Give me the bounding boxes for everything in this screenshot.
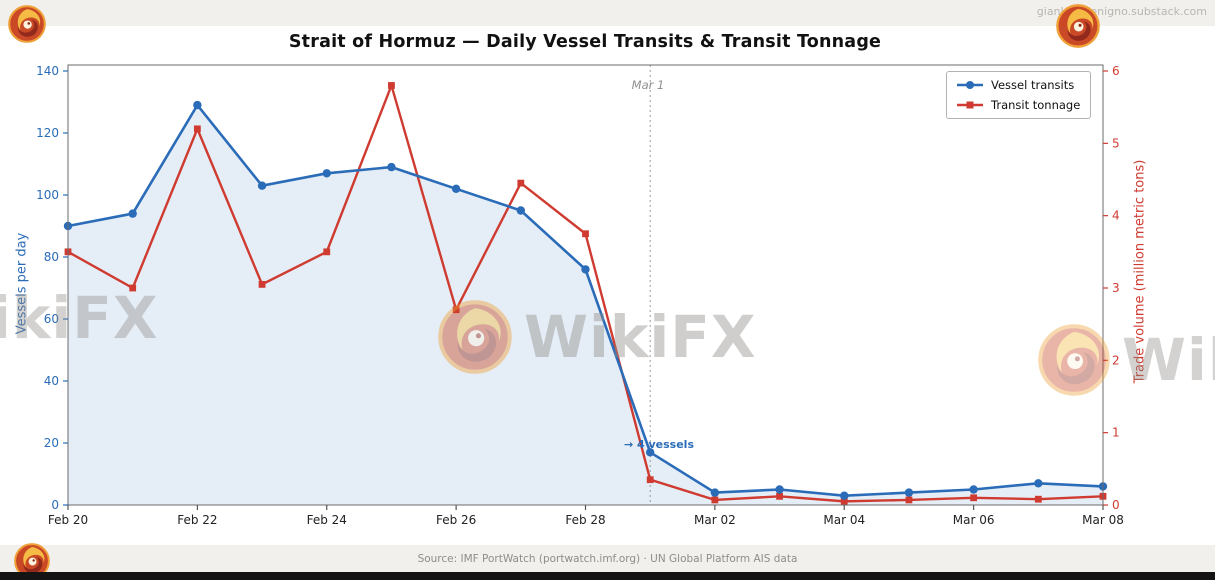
wikifx-watermark: WikiFX bbox=[0, 282, 159, 354]
legend-item-vessel-transits: Vessel transits bbox=[957, 78, 1080, 92]
transit-tonnage-marker bbox=[840, 497, 848, 505]
right-tick-label: 3 bbox=[1112, 281, 1120, 295]
x-tick-label: Mar 08 bbox=[1082, 513, 1124, 527]
transit-tonnage-marker bbox=[323, 248, 331, 256]
x-tick-label: Feb 20 bbox=[48, 513, 88, 527]
right-tick-label: 4 bbox=[1112, 209, 1120, 223]
vessel-transits-marker bbox=[516, 206, 526, 215]
left-tick-label: 120 bbox=[36, 126, 59, 140]
vessel-transits-marker bbox=[1034, 479, 1043, 488]
right-tick-label: 2 bbox=[1112, 353, 1120, 367]
transit-tonnage-marker bbox=[711, 496, 719, 504]
vessel-transits-marker bbox=[581, 265, 590, 274]
x-tick-label: Feb 22 bbox=[177, 513, 217, 527]
left-tick-label: 0 bbox=[51, 498, 59, 512]
transit-tonnage-marker bbox=[452, 306, 460, 314]
mar1-vline-label: Mar 1 bbox=[631, 78, 665, 92]
four-vessels-annotation: → 4 vessels bbox=[623, 438, 695, 451]
left-tick-label: 20 bbox=[44, 436, 59, 450]
wikifx-watermark-text: WikiFX bbox=[0, 284, 159, 352]
transit-tonnage-marker bbox=[1034, 495, 1042, 503]
left-tick-label: 60 bbox=[44, 312, 59, 326]
transit-tonnage-marker bbox=[193, 125, 201, 133]
top-margin-strip bbox=[0, 0, 1215, 26]
wikifx-logo-icon bbox=[1056, 4, 1100, 52]
vessel-transits-marker bbox=[128, 209, 137, 218]
right-tick-label: 0 bbox=[1112, 498, 1120, 512]
wikifx-logo-icon bbox=[1038, 324, 1110, 396]
vessel-transits-marker bbox=[710, 488, 720, 497]
right-tick-label: 1 bbox=[1112, 426, 1120, 440]
x-tick-label: Mar 02 bbox=[694, 513, 736, 527]
bottom-margin-strip bbox=[0, 545, 1215, 573]
vessel-transits-marker bbox=[969, 485, 978, 494]
wikifx-watermark: WikiFX bbox=[438, 300, 757, 374]
vessel-transits-marker bbox=[451, 184, 461, 193]
left-tick-label: 100 bbox=[36, 188, 59, 202]
x-tick-label: Feb 28 bbox=[565, 513, 605, 527]
line-circle-marker-icon bbox=[957, 81, 983, 89]
wikifx-logo-icon bbox=[8, 5, 46, 47]
right-tick-label: 6 bbox=[1112, 64, 1120, 78]
x-tick-label: Feb 24 bbox=[307, 513, 347, 527]
transit-tonnage-marker bbox=[129, 284, 137, 292]
chart-title: Strait of Hormuz — Daily Vessel Transits… bbox=[288, 32, 882, 52]
vessel-transits-marker bbox=[322, 169, 331, 178]
left-tick-label: 40 bbox=[44, 374, 59, 388]
transit-tonnage-marker bbox=[970, 494, 978, 502]
line-square-marker-icon bbox=[957, 101, 983, 109]
vessel-transits-marker bbox=[904, 488, 914, 497]
x-tick-label: Feb 26 bbox=[436, 513, 476, 527]
source-attribution: Source: IMF PortWatch (portwatch.imf.org… bbox=[417, 553, 798, 565]
left-tick-label: 80 bbox=[44, 250, 59, 264]
bottom-black-bar bbox=[0, 572, 1215, 580]
wikifx-watermark-text: WikiFX bbox=[1122, 326, 1215, 394]
transit-tonnage-marker bbox=[388, 82, 395, 89]
x-tick-label: Mar 04 bbox=[823, 513, 865, 527]
wikifx-logo-icon bbox=[438, 300, 512, 374]
vessel-transits-marker bbox=[775, 485, 784, 494]
left-tick-label: 140 bbox=[36, 64, 59, 78]
vessel-transits-marker bbox=[257, 181, 267, 190]
legend: Vessel transits Transit tonnage bbox=[946, 71, 1092, 119]
wikifx-watermark: WikiFX bbox=[1038, 324, 1215, 396]
vessel-transits-marker bbox=[645, 448, 655, 457]
vessel-transits-marker bbox=[193, 100, 202, 110]
transit-tonnage-marker bbox=[582, 230, 589, 238]
transit-tonnage-marker bbox=[905, 496, 913, 504]
legend-item-transit-tonnage: Transit tonnage bbox=[957, 98, 1080, 112]
legend-label: Transit tonnage bbox=[991, 98, 1081, 112]
transit-tonnage-marker bbox=[258, 280, 266, 288]
vessel-transits-marker bbox=[840, 491, 849, 500]
vessel-transits-area bbox=[68, 105, 1103, 505]
legend-label: Vessel transits bbox=[991, 78, 1075, 92]
transit-tonnage-marker bbox=[517, 179, 525, 187]
right-tick-label: 5 bbox=[1112, 136, 1120, 150]
transit-tonnage-marker bbox=[776, 492, 783, 500]
x-tick-label: Mar 06 bbox=[953, 513, 995, 527]
vessel-transits-marker bbox=[387, 162, 396, 172]
wikifx-watermark-text: WikiFX bbox=[524, 303, 757, 371]
transit-tonnage-marker bbox=[646, 476, 654, 484]
